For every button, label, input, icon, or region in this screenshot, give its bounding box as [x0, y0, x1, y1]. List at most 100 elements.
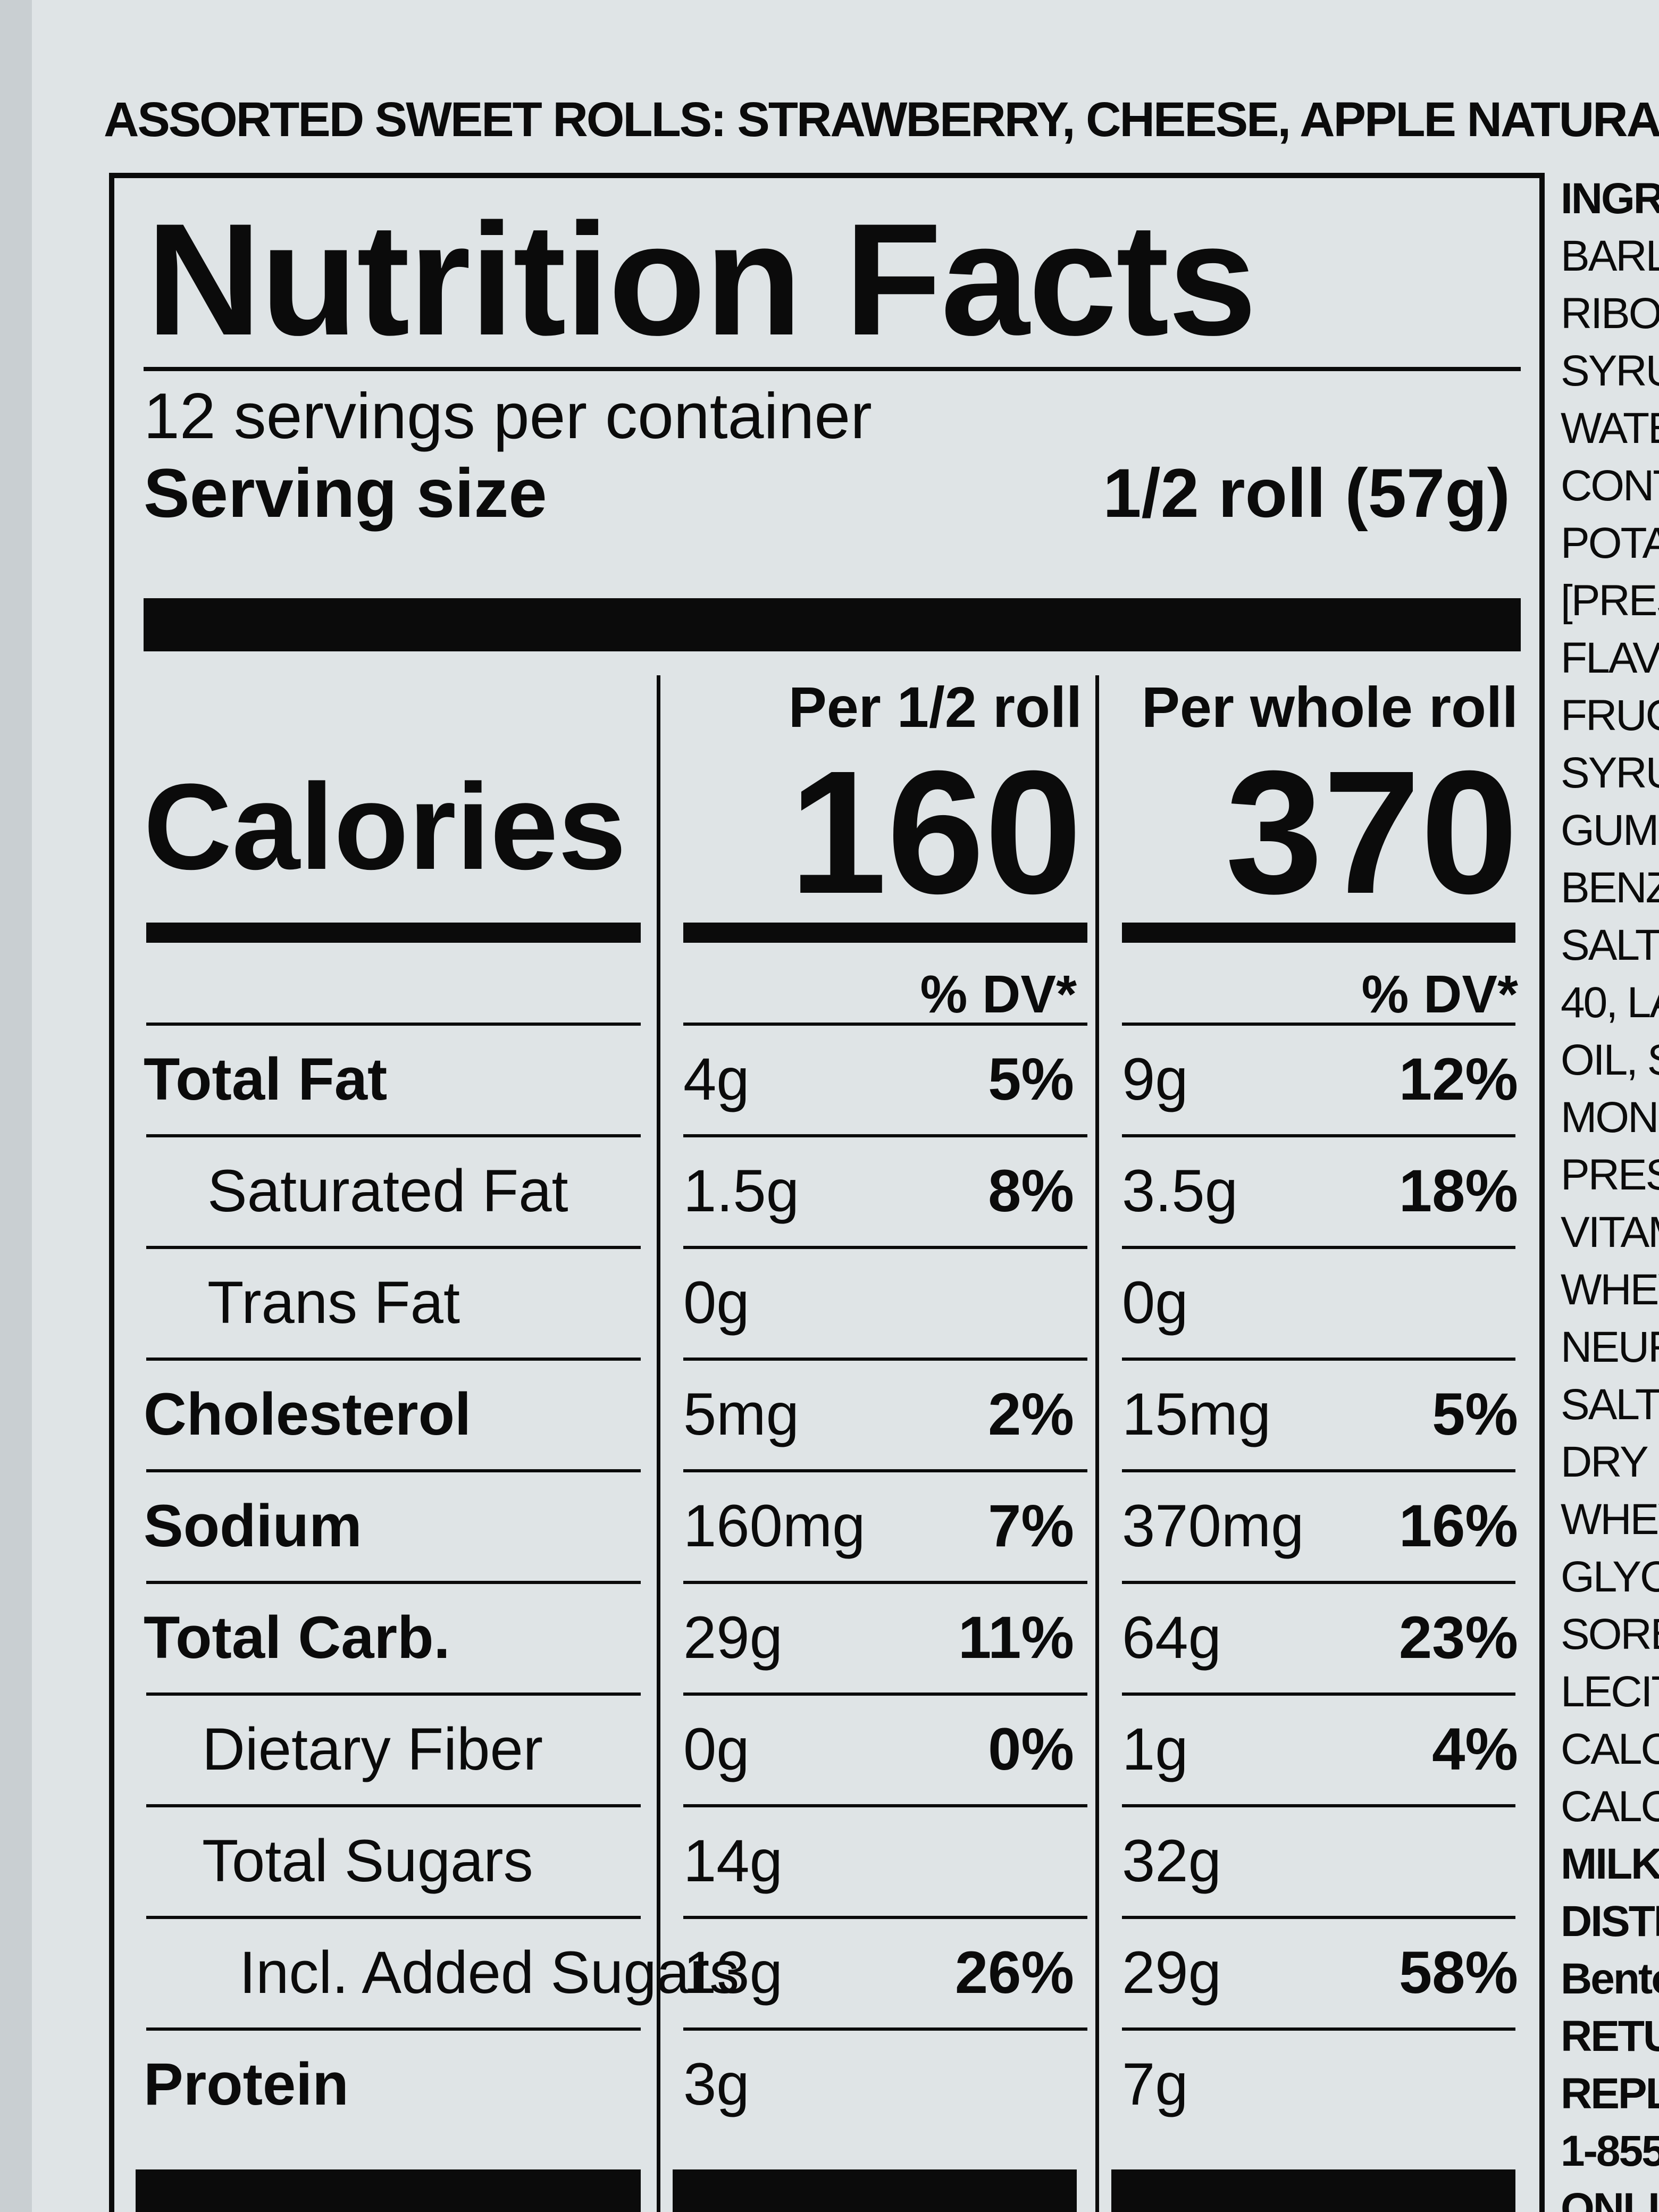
nutrient-name: Total Sugars [202, 1828, 533, 1894]
amount-whole-roll: 15mg [1122, 1381, 1271, 1447]
dv-half-roll: 26% [954, 1939, 1074, 2006]
row-rule [146, 1134, 641, 1137]
ingredient-fragment: DISTRIB [1561, 1897, 1659, 1946]
amount-half-roll: 14g [683, 1828, 783, 1894]
calories-whole-roll: 370 [1225, 734, 1518, 930]
dv-header-half-roll: % DV* [920, 965, 1077, 1024]
ingredient-fragment: REPLAC [1561, 2069, 1659, 2118]
row-rule [1122, 1134, 1515, 1137]
ingredient-fragment: LECITHIN [1561, 1668, 1659, 1716]
ingredient-fragment: WATEF [1561, 404, 1659, 453]
ingredient-fragment: NEUFCH [1561, 1323, 1659, 1371]
nutrition-facts-title: Nutrition Facts [146, 190, 1257, 368]
ingredient-fragment: 1-855-6 [1561, 2127, 1659, 2175]
nutrient-name: Dietary Fiber [202, 1716, 543, 1782]
row-rule [1122, 1023, 1515, 1026]
ingredient-fragment: BENZOA [1561, 864, 1659, 912]
amount-whole-roll: 64g [1122, 1604, 1221, 1671]
amount-whole-roll: 1g [1122, 1716, 1188, 1782]
row-rule [1122, 1246, 1515, 1249]
ingredient-fragment: RIBOF [1561, 289, 1659, 338]
row-rule [146, 2027, 641, 2031]
column-header-whole-roll: Per whole roll [1141, 675, 1518, 739]
dv-half-roll: 11% [958, 1604, 1074, 1671]
ingredient-fragment: GUM, N [1561, 806, 1659, 854]
row-rule [683, 1916, 1087, 1919]
ingredient-fragment: SALT, CA [1561, 1380, 1659, 1429]
ingredient-fragment: POTAS [1561, 519, 1659, 567]
row-rule [146, 1804, 641, 1807]
ingredient-fragment: FLAVOI [1561, 634, 1659, 682]
row-rule [146, 1246, 641, 1249]
bottom-bar-right [1111, 2169, 1515, 2212]
row-rule [683, 1358, 1087, 1361]
row-rule [1122, 1804, 1515, 1807]
row-rule [1122, 1469, 1515, 1472]
amount-whole-roll: 9g [1122, 1046, 1188, 1112]
amount-half-roll: 29g [683, 1604, 783, 1671]
row-rule [146, 1916, 641, 1919]
dv-half-roll: 2% [988, 1381, 1074, 1447]
row-rule [1122, 1581, 1515, 1584]
ingredient-fragment: RETURN [1561, 2012, 1659, 2060]
column-divider-left [657, 675, 660, 2212]
amount-whole-roll: 32g [1122, 1828, 1221, 1894]
ingredient-fragment: OIL, SOY [1561, 1036, 1659, 1084]
ingredients-column: INGRI BARLE RIBOF SYRUF WATEF CONTA POTAS [PRES… [1561, 170, 1659, 2212]
amount-half-roll: 4g [683, 1046, 750, 1112]
amount-half-roll: 1.5g [683, 1158, 799, 1224]
ingredient-fragment: INGRI [1561, 174, 1659, 223]
nutrient-name: Trans Fat [207, 1269, 460, 1336]
calories-bar-left [146, 923, 641, 943]
amount-whole-roll: 0g [1122, 1269, 1188, 1336]
ingredient-fragment: VITAMIN [1561, 1208, 1659, 1256]
row-rule [683, 1469, 1087, 1472]
ingredient-fragment: BARLE [1561, 232, 1659, 280]
nutrient-name: Total Carb. [144, 1604, 450, 1671]
ingredient-fragment: Bentonv [1561, 1955, 1659, 2003]
nutrient-name: Incl. Added Sugars [239, 1939, 740, 2006]
product-description-line: ASSORTED SWEET ROLLS: STRAWBERRY, CHEESE… [104, 93, 1659, 147]
amount-half-roll: 0g [683, 1716, 750, 1782]
amount-half-roll: 5mg [683, 1381, 799, 1447]
row-rule [683, 1246, 1087, 1249]
nutrient-name: Total Fat [144, 1046, 388, 1112]
column-header-half-roll: Per 1/2 roll [788, 675, 1082, 739]
dv-half-roll: 8% [988, 1158, 1074, 1224]
ingredient-fragment: WHEY), Y [1561, 1266, 1659, 1314]
dv-half-roll: 7% [988, 1493, 1074, 1559]
nutrient-name: Protein [144, 2051, 349, 2117]
nutrient-name: Cholesterol [144, 1381, 472, 1447]
ingredient-fragment: CONTA [1561, 462, 1659, 510]
ingredient-fragment: SYRUF [1561, 347, 1659, 395]
amount-whole-roll: 7g [1122, 2051, 1188, 2117]
row-rule [1122, 1916, 1515, 1919]
amount-half-roll: 160mg [683, 1493, 866, 1559]
ingredient-fragment: GLYCERI [1561, 1553, 1659, 1601]
column-divider-right [1095, 675, 1099, 2212]
calories-bar-middle [683, 923, 1087, 943]
amount-whole-roll: 29g [1122, 1939, 1221, 2006]
row-rule [146, 1581, 641, 1584]
dv-whole-roll: 58% [1398, 1939, 1518, 2006]
dv-half-roll: 5% [988, 1046, 1074, 1112]
ingredient-fragment: WHEY, M [1561, 1495, 1659, 1544]
ingredient-fragment: PRESER [1561, 1151, 1659, 1199]
nutrition-facts-panel: Nutrition Facts 12 servings per containe… [109, 173, 1545, 2212]
row-rule [683, 1692, 1087, 1696]
dv-whole-roll: 16% [1398, 1493, 1518, 1559]
amount-half-roll: 0g [683, 1269, 750, 1336]
row-rule [146, 1469, 641, 1472]
thick-divider [144, 598, 1521, 651]
dv-header-whole-roll: % DV* [1361, 965, 1518, 1024]
ingredient-fragment: DRY MIL [1561, 1438, 1659, 1486]
dv-whole-roll: 18% [1398, 1158, 1518, 1224]
dv-whole-roll: 12% [1398, 1046, 1518, 1112]
row-rule [146, 1023, 641, 1026]
calories-half-roll: 160 [789, 734, 1082, 930]
ingredient-fragment: CALCIUN [1561, 1782, 1659, 1831]
row-rule [1122, 1358, 1515, 1361]
amount-half-roll: 13g [683, 1939, 783, 2006]
ingredient-fragment: 40, LAC [1561, 978, 1659, 1027]
ingredient-fragment: SORBAT [1561, 1610, 1659, 1658]
